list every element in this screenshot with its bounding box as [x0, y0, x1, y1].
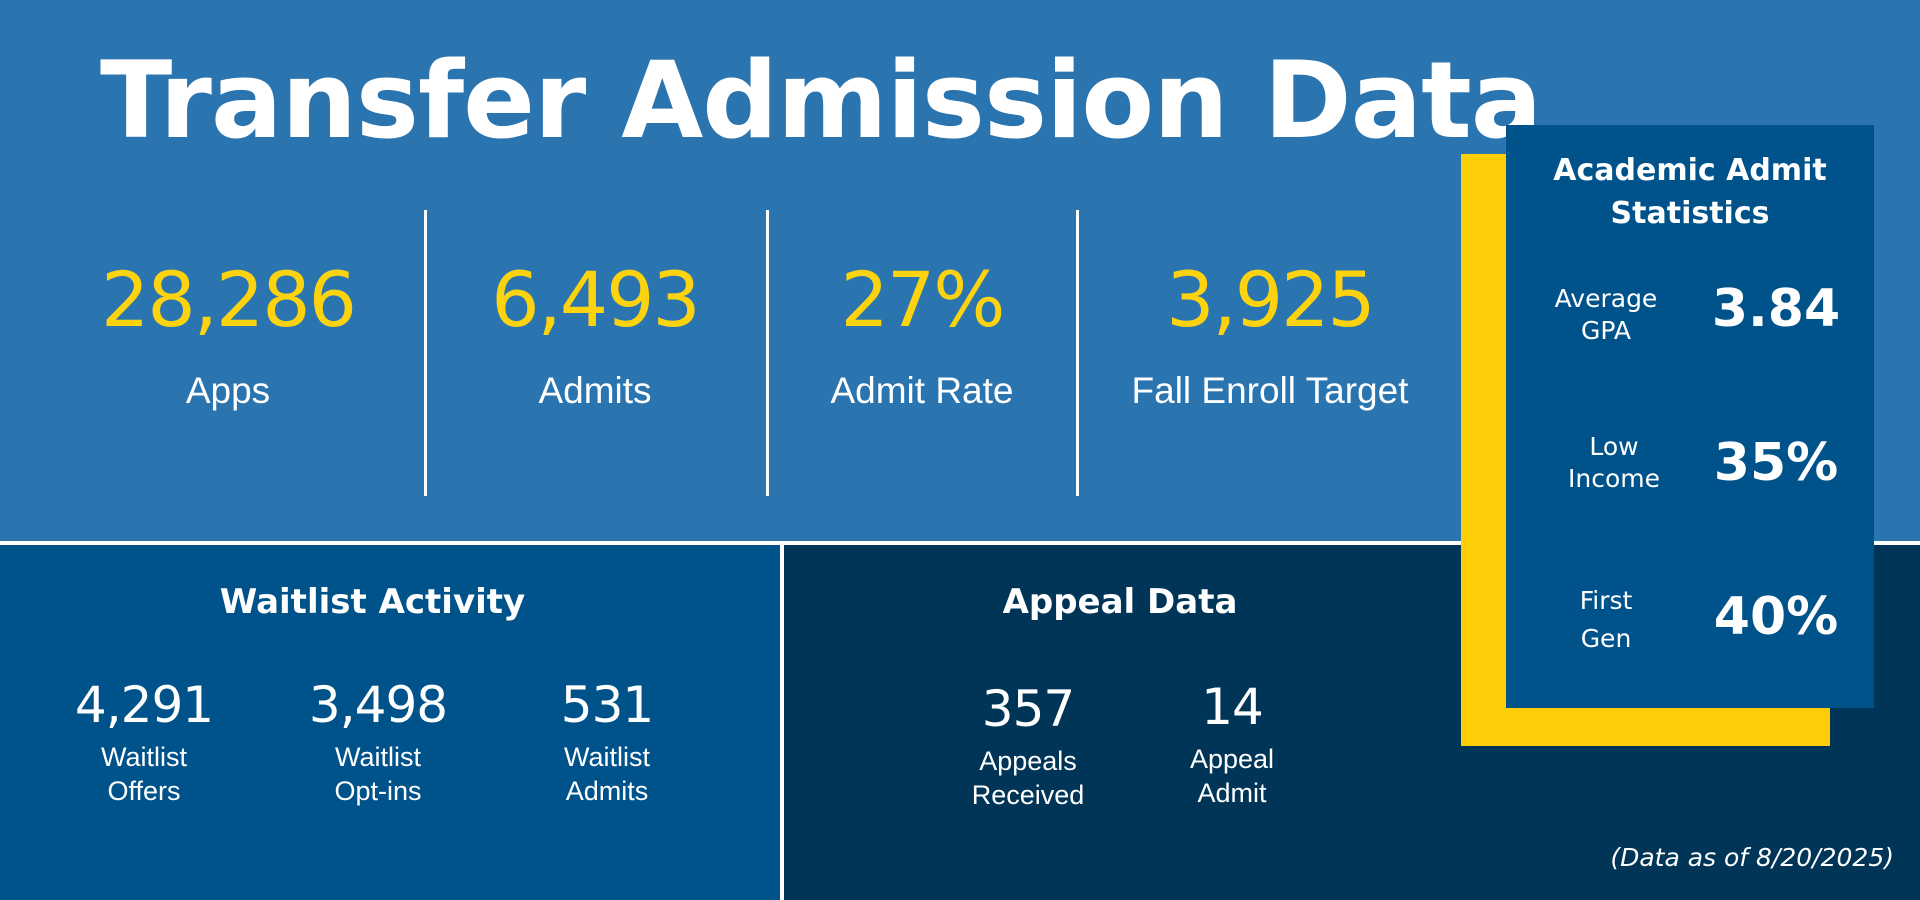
stat-value: 4,291: [74, 676, 214, 734]
stat-label: Gen: [1580, 624, 1632, 653]
stat-value: 531: [560, 676, 654, 734]
stat-label: First: [1579, 586, 1633, 615]
stat-label: Admit Rate: [830, 370, 1014, 411]
waitlist-opt-ins: 3,498 Waitlist Opt-ins: [278, 680, 478, 808]
stat-label: Opt-ins: [334, 776, 422, 806]
stat-label: Average: [1554, 284, 1658, 313]
stat-value: 3,498: [308, 676, 448, 734]
stat-label: Low: [1589, 432, 1639, 461]
section-separator: [0, 541, 1920, 545]
stat-label: Admit: [1197, 778, 1267, 808]
stat-label: Fall Enroll Target: [1131, 370, 1409, 411]
stat-label: Appeal: [1189, 744, 1275, 774]
stat-value: 3,925: [1166, 255, 1376, 344]
stat-label: Waitlist: [564, 742, 650, 772]
stat-value: 40%: [1713, 587, 1839, 647]
waitlist-admits: 531 Waitlist Admits: [507, 680, 707, 808]
stat-label: GPA: [1581, 316, 1631, 345]
stat-label: Income: [1568, 464, 1660, 493]
page-title: Transfer Admission Data: [100, 39, 1542, 162]
waitlist-panel: [0, 545, 780, 900]
divider: [424, 210, 427, 496]
waitlist-offers: 4,291 Waitlist Offers: [44, 680, 244, 808]
stat-admits: 6,493 Admits: [455, 255, 735, 411]
stat-fall-enroll-target: 3,925 Fall Enroll Target: [1110, 255, 1430, 411]
stat-label: Received: [971, 780, 1085, 810]
divider: [1076, 210, 1079, 496]
appeals-received: 357 Appeals Received: [928, 684, 1128, 812]
academic-stats-card: Academic Admit Statistics Average GPA 3.…: [1506, 125, 1874, 708]
appeal-admit: 14 Appeal Admit: [1132, 682, 1332, 810]
stat-value: 3.84: [1711, 279, 1841, 339]
stat-label: Waitlist: [335, 742, 421, 772]
stat-value: 357: [981, 680, 1075, 738]
stat-label: Apps: [185, 370, 271, 411]
academic-stats-title: Academic Admit Statistics: [1553, 153, 1827, 231]
stat-apps: 28,286 Apps: [88, 255, 368, 411]
stat-label: Appeals: [979, 746, 1077, 776]
waitlist-title: Waitlist Activity: [219, 582, 526, 622]
stat-label: Admits: [565, 776, 649, 806]
stat-value: 14: [1201, 678, 1264, 736]
stat-label: Offers: [107, 776, 181, 806]
stat-value: 35%: [1713, 433, 1839, 493]
panel-divider: [780, 545, 784, 900]
stat-admit-rate: 27% Admit Rate: [782, 255, 1062, 411]
stat-label: Admits: [538, 370, 652, 411]
divider: [766, 210, 769, 496]
stat-value: 28,286: [101, 255, 357, 344]
data-date-footnote: (Data as of 8/20/2025): [1610, 843, 1894, 872]
stat-label: Waitlist: [101, 742, 187, 772]
stat-value: 6,493: [491, 255, 701, 344]
stat-value: 27%: [840, 255, 1006, 344]
appeal-title: Appeal Data: [1002, 582, 1238, 622]
